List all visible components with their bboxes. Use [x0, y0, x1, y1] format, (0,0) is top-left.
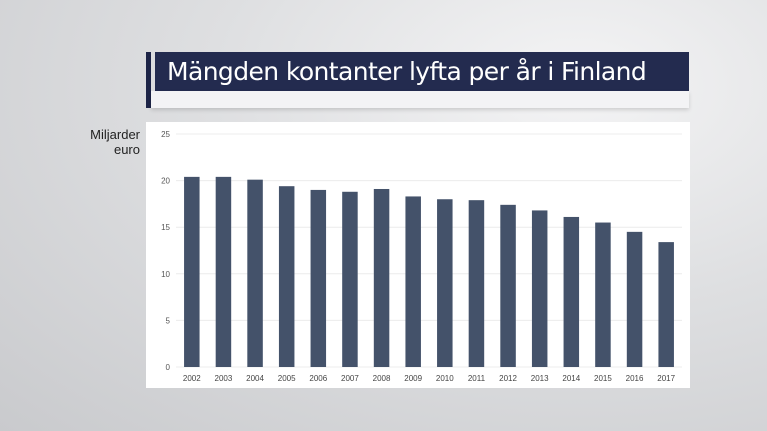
y-tick-label: 20 [161, 177, 170, 186]
x-tick-label: 2006 [309, 374, 327, 383]
x-tick-label: 2012 [499, 374, 517, 383]
y-axis-label: Miljarder euro [70, 127, 140, 157]
chart-panel: 0 5 10 15 20 25 2002 2003 2004 2005 2006 2007 2008 20… [146, 122, 690, 388]
bar-2007 [342, 191, 358, 367]
bar-2005 [278, 186, 295, 367]
x-tick-label: 2008 [373, 374, 391, 383]
bar-2010 [437, 199, 453, 367]
bar-2014 [563, 216, 580, 367]
bar-2003 [215, 176, 232, 367]
y-tick-label: 0 [166, 363, 171, 372]
x-tick-label: 2003 [215, 374, 233, 383]
x-tick-label: 2010 [436, 374, 454, 383]
bar-2016 [626, 231, 643, 367]
x-tick-label: 2016 [626, 374, 644, 383]
x-tick-label: 2011 [468, 374, 486, 383]
bar-2015 [595, 222, 611, 367]
bar-2004 [247, 179, 263, 367]
title-banner: Mängden kontanter lyfta per år i Finland [146, 52, 689, 108]
x-tick-label: 2009 [404, 374, 422, 383]
y-tick-label: 15 [161, 223, 170, 232]
y-tick-label: 10 [161, 270, 170, 279]
y-tick-label: 5 [166, 316, 171, 325]
y-tick-label: 25 [161, 130, 170, 139]
bar-2009 [405, 196, 421, 367]
x-tick-label: 2015 [594, 374, 612, 383]
chart-title: Mängden kontanter lyfta per år i Finland [155, 52, 689, 91]
y-axis-label-line: euro [113, 142, 140, 157]
x-tick-label: 2014 [562, 374, 580, 383]
bar-2011 [468, 200, 485, 367]
x-tick-label: 2017 [657, 374, 675, 383]
bar-chart: 0 5 10 15 20 25 2002 2003 2004 2005 2006 2007 2008 20… [161, 130, 682, 383]
x-tick-label: 2007 [341, 374, 359, 383]
y-axis-label-line: Miljarder [90, 127, 140, 142]
bar-2002 [184, 176, 200, 367]
x-tick-label: 2005 [278, 374, 296, 383]
x-tick-label: 2002 [183, 374, 201, 383]
title-accent [146, 52, 151, 108]
bar-2017 [658, 242, 674, 367]
bar-2012 [500, 204, 516, 367]
x-tick-label: 2013 [531, 374, 549, 383]
bar-2006 [310, 189, 327, 367]
x-tick-label: 2004 [246, 374, 264, 383]
bar-2008 [373, 188, 390, 367]
bar-2013 [531, 210, 548, 367]
title-strip [151, 91, 689, 108]
